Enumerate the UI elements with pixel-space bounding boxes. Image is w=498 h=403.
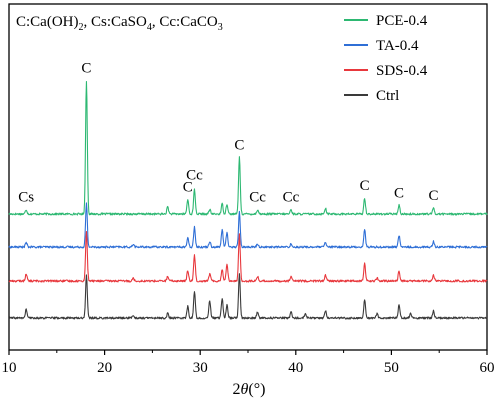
note-sub-1: 2	[79, 22, 84, 33]
peak-label: C	[81, 61, 91, 77]
x-axis-label-unit: (°)	[248, 381, 265, 398]
series-layer	[8, 80, 488, 320]
peak-label: C	[234, 137, 244, 153]
x-axis-label: 2θ(°)	[233, 381, 266, 398]
x-tick-label: 40	[288, 360, 303, 376]
peak-label: Cc	[283, 190, 300, 206]
note-sub-3: 3	[218, 22, 223, 33]
series-line-pce-0-4	[8, 80, 488, 216]
plot-frame	[8, 3, 488, 351]
x-tick-label: 30	[193, 360, 208, 376]
peak-label: C	[394, 185, 404, 201]
peak-label: C	[360, 178, 370, 194]
series-line-ctrl	[8, 273, 488, 320]
peak-label: C	[428, 188, 438, 204]
legend-label: TA-0.4	[376, 38, 419, 54]
x-tick-label: 50	[384, 360, 399, 376]
peak-label: Cc	[186, 167, 203, 183]
x-axis-label-symbol: θ	[241, 381, 249, 398]
peak-label: Cc	[249, 190, 266, 206]
phase-legend-note: C:Ca(OH)2, Cs:CaSO4, Cc:CaCO3	[16, 14, 223, 33]
series-line-sds-0-4	[8, 231, 488, 283]
note-prefix: C:Ca(OH)	[16, 14, 79, 30]
legend-label: PCE-0.4	[376, 13, 428, 29]
series-line-ta-0-4	[8, 202, 488, 249]
x-axis-ticks: 10 20 30 40 50 60	[2, 350, 495, 376]
note-sub-2: 4	[147, 22, 152, 33]
legend: PCE-0.4 TA-0.4 SDS-0.4 Ctrl	[344, 13, 428, 104]
note-mid: , Cs:CaSO	[84, 14, 148, 30]
peak-label: C	[183, 180, 193, 196]
x-tick-label: 10	[2, 360, 17, 376]
peak-label: Cs	[18, 190, 34, 206]
x-tick-label: 60	[480, 360, 495, 376]
legend-label: SDS-0.4	[376, 63, 428, 79]
x-axis-label-prefix: 2	[233, 381, 241, 398]
legend-label: Ctrl	[376, 88, 399, 104]
x-tick-label: 20	[97, 360, 112, 376]
note-suffix: , Cc:CaCO	[152, 14, 218, 30]
